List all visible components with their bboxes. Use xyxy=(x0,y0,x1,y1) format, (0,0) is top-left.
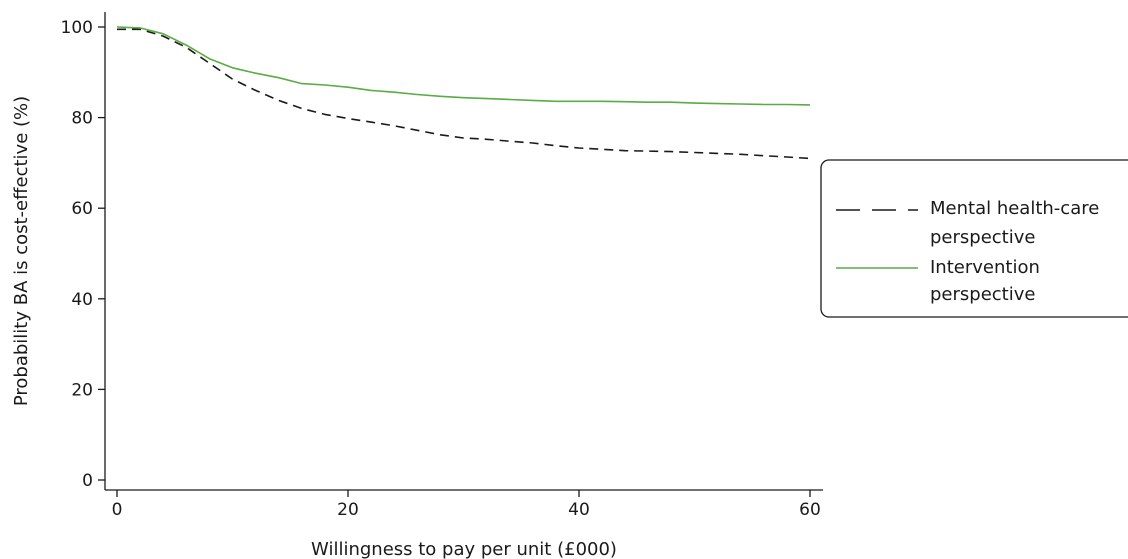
y-axis: 0 20 40 60 80 100 xyxy=(61,12,106,491)
legend-label-2-line-2: perspective xyxy=(930,284,1035,305)
y-tick-label-60: 60 xyxy=(71,199,93,219)
legend-label-1-line-1: Mental health-care xyxy=(930,198,1099,219)
y-axis-title: Probability BA is cost-effective (%) xyxy=(11,96,32,406)
x-tick-label-60: 60 xyxy=(799,500,821,520)
x-axis: 0 20 40 60 xyxy=(105,489,823,520)
legend-label-1-line-2: perspective xyxy=(930,227,1035,248)
y-tick-label-80: 80 xyxy=(71,109,93,129)
y-tick-label-100: 100 xyxy=(61,18,93,38)
series-line-2 xyxy=(116,26,811,106)
legend-label-2-line-1: Intervention xyxy=(930,257,1040,278)
legend: Mental health-care perspective Interventio… xyxy=(820,159,1128,318)
x-tick-label-40: 40 xyxy=(568,500,590,520)
legend-box xyxy=(820,159,1128,318)
x-tick-label-20: 20 xyxy=(337,500,359,520)
x-tick-label-0: 0 xyxy=(112,500,123,520)
y-tick-label-20: 20 xyxy=(71,380,93,400)
series-line-1 xyxy=(117,28,811,160)
x-axis-title: Willingness to pay per unit (£000) xyxy=(311,539,617,559)
y-tick-label-0: 0 xyxy=(82,471,93,491)
y-tick-label-40: 40 xyxy=(71,290,93,310)
series-layer xyxy=(116,26,811,160)
